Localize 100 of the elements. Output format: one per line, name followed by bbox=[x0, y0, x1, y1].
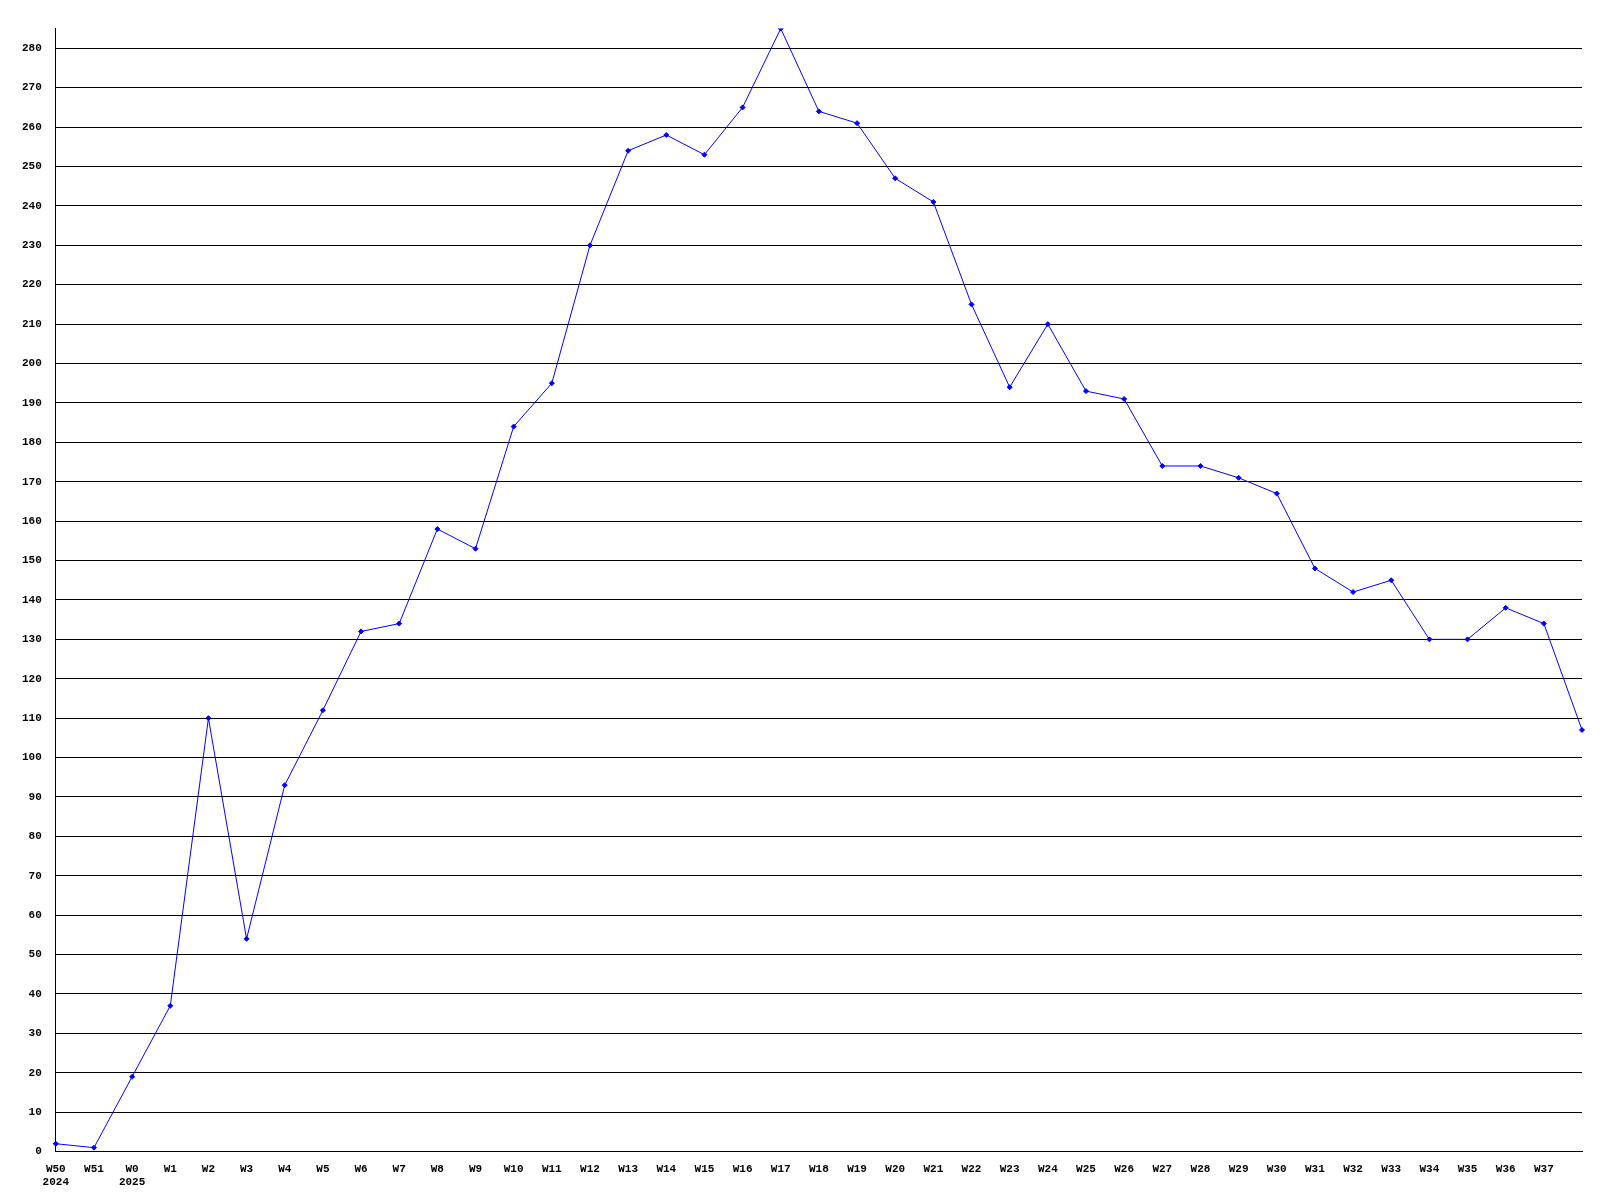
point bbox=[930, 198, 937, 205]
x-tick-label: W24 bbox=[1037, 1162, 1059, 1175]
point bbox=[243, 935, 250, 942]
point bbox=[854, 120, 861, 127]
point bbox=[90, 1144, 97, 1151]
point bbox=[1579, 726, 1585, 733]
y-tick-label: 0 bbox=[35, 1145, 42, 1158]
y-tick-label: 130 bbox=[21, 633, 42, 646]
y-tick-label: 220 bbox=[21, 278, 42, 291]
x-tick-label: W22 bbox=[961, 1162, 982, 1175]
y-tick-label: 270 bbox=[21, 81, 42, 94]
y-tick-label: 190 bbox=[21, 396, 42, 409]
x-tick-label: W3 bbox=[239, 1162, 254, 1175]
y-tick-label: 90 bbox=[28, 790, 42, 803]
y-tick-label: 160 bbox=[21, 514, 42, 527]
x-tick-label: W20 bbox=[885, 1162, 906, 1175]
x-tick-label: W17 bbox=[770, 1162, 791, 1175]
y-tick-label: 80 bbox=[28, 830, 42, 843]
point bbox=[1426, 636, 1433, 643]
x-tick-label: W16 bbox=[732, 1162, 753, 1175]
point bbox=[1235, 474, 1242, 481]
y-tick-label: 230 bbox=[21, 239, 42, 252]
point bbox=[396, 620, 403, 627]
x-tick-label: W5 bbox=[316, 1162, 330, 1175]
point bbox=[1006, 384, 1013, 391]
x-tick-label: W13 bbox=[618, 1162, 639, 1175]
x-tick-label: W19 bbox=[847, 1162, 867, 1175]
x-tick-label: W30 bbox=[1266, 1162, 1287, 1175]
point bbox=[1044, 321, 1051, 328]
point bbox=[472, 545, 479, 552]
point bbox=[434, 526, 441, 533]
x-tick-label: W8 bbox=[430, 1162, 445, 1175]
point bbox=[1388, 577, 1395, 584]
x-tick-label: W2 bbox=[201, 1162, 216, 1175]
y-tick-label: 100 bbox=[21, 751, 42, 764]
x-tick-label: W51 bbox=[84, 1162, 105, 1175]
point bbox=[1502, 604, 1509, 611]
y-tick-label: 260 bbox=[21, 120, 42, 133]
point bbox=[1197, 462, 1204, 469]
x-tick-label: W50 2024 bbox=[42, 1162, 70, 1189]
point bbox=[586, 242, 593, 249]
x-tick-label: W11 bbox=[541, 1162, 563, 1175]
point bbox=[701, 151, 708, 158]
y-tick-label: 150 bbox=[21, 554, 42, 567]
x-tick-label: W37 bbox=[1533, 1162, 1554, 1175]
point bbox=[358, 628, 365, 635]
y-tick-label: 50 bbox=[28, 948, 42, 961]
point bbox=[52, 1140, 59, 1147]
point bbox=[1159, 462, 1166, 469]
y-tick-label: 240 bbox=[21, 199, 42, 212]
y-tick-label: 70 bbox=[28, 869, 42, 882]
x-tick-label: W32 bbox=[1343, 1162, 1363, 1175]
y-tick-label: 140 bbox=[21, 593, 42, 606]
y-tick-label: 20 bbox=[28, 1066, 42, 1079]
point bbox=[815, 108, 822, 115]
point bbox=[281, 782, 288, 789]
x-tick-label: W1 bbox=[163, 1162, 178, 1175]
point bbox=[205, 715, 212, 722]
y-tick-label: 170 bbox=[21, 475, 42, 488]
x-tick-label: W31 bbox=[1305, 1162, 1326, 1175]
point bbox=[892, 175, 899, 182]
x-tick-label: W26 bbox=[1114, 1162, 1135, 1175]
x-tick-label: W28 bbox=[1190, 1162, 1211, 1175]
y-tick-label: 10 bbox=[28, 1105, 42, 1118]
point bbox=[548, 380, 555, 387]
point bbox=[663, 131, 670, 138]
point bbox=[510, 423, 517, 430]
x-tick-label: W0 2025 bbox=[118, 1162, 146, 1189]
point bbox=[1273, 490, 1280, 497]
point bbox=[1464, 636, 1471, 643]
point bbox=[968, 301, 975, 308]
x-tick-label: W33 bbox=[1381, 1162, 1402, 1175]
x-tick-label: W27 bbox=[1152, 1162, 1173, 1175]
x-tick-label: W29 bbox=[1228, 1162, 1249, 1175]
point bbox=[319, 707, 326, 714]
y-tick-label: 110 bbox=[21, 711, 42, 724]
x-tick-label: W4 bbox=[278, 1162, 292, 1175]
x-tick-label: W6 bbox=[354, 1162, 368, 1175]
x-tick-label: W35 bbox=[1457, 1162, 1478, 1175]
y-tick-label: 40 bbox=[28, 987, 42, 1000]
y-tick-label: 200 bbox=[21, 357, 42, 370]
point bbox=[1540, 620, 1547, 627]
x-tick-label: W34 bbox=[1419, 1162, 1440, 1175]
y-tick-label: 120 bbox=[21, 672, 42, 685]
x-tick-label: W7 bbox=[392, 1162, 406, 1175]
x-tick-label: W14 bbox=[656, 1162, 677, 1175]
y-tick-label: 180 bbox=[21, 436, 42, 449]
y-tick-label: 60 bbox=[28, 908, 42, 921]
point bbox=[1311, 565, 1318, 572]
point bbox=[1082, 388, 1089, 395]
point bbox=[167, 1002, 174, 1009]
x-tick-label: W15 bbox=[694, 1162, 715, 1175]
y-tick-label: 280 bbox=[21, 42, 42, 55]
point bbox=[129, 1073, 136, 1080]
x-tick-label: W25 bbox=[1076, 1162, 1097, 1175]
x-tick-label: W18 bbox=[809, 1162, 830, 1175]
x-tick-label: W36 bbox=[1495, 1162, 1516, 1175]
x-tick-label: W23 bbox=[999, 1162, 1020, 1175]
point bbox=[1121, 395, 1128, 402]
x-tick-label: W10 bbox=[503, 1162, 524, 1175]
